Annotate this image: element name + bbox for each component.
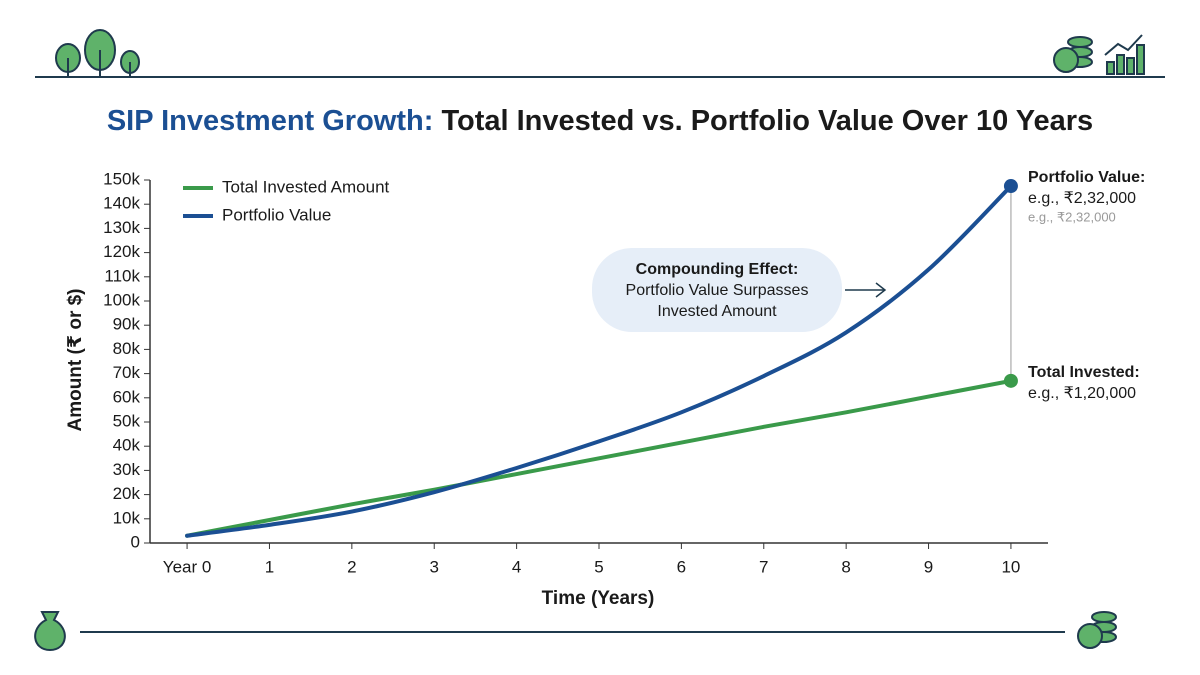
- callout: Compounding Effect: Portfolio Value Surp…: [592, 248, 887, 332]
- x-tick-label: 9: [924, 557, 933, 576]
- growth-icon: [1104, 34, 1145, 75]
- portfolio-annotation-text: e.g., ₹2,32,000: [1028, 190, 1136, 207]
- y-tick-label: 50k: [113, 411, 141, 430]
- legend-label: Portfolio Value: [222, 205, 331, 224]
- callout-text: Invested Amount: [657, 303, 777, 320]
- coins-icon: [1053, 36, 1093, 73]
- y-tick-label: 100k: [103, 290, 140, 309]
- x-tick-label: 7: [759, 557, 768, 576]
- y-tick-label: 60k: [113, 387, 141, 406]
- callout-arrow: [845, 282, 887, 298]
- legend-label: Total Invested Amount: [222, 177, 390, 196]
- y-tick-label: 0: [131, 532, 140, 551]
- series-line: [185, 378, 1013, 538]
- y-tick-label: 10k: [113, 508, 141, 527]
- title-main: Total Invested vs. Portfolio Value Over …: [441, 105, 1093, 137]
- y-tick-label: 90k: [113, 315, 141, 334]
- end-point: [1003, 179, 1018, 194]
- x-axis-label: Time (Years): [542, 588, 655, 609]
- x-tick-label: 5: [594, 557, 603, 576]
- invested-annotation-text: e.g., ₹1,20,000: [1028, 385, 1136, 402]
- x-tick-label: 1: [265, 557, 274, 576]
- x-tick-label: 2: [347, 557, 356, 576]
- y-tick-label: 20k: [113, 484, 141, 503]
- title-lead: SIP Investment Growth:: [107, 105, 434, 137]
- y-tick-label: 130k: [103, 218, 140, 237]
- end-point: [1003, 373, 1018, 388]
- y-tick-label: 30k: [113, 460, 141, 479]
- y-tick-label: 40k: [113, 436, 141, 455]
- y-tick-label: 80k: [113, 339, 141, 358]
- y-tick-label: 70k: [113, 363, 141, 382]
- portfolio-annotation-title: Portfolio Value:: [1028, 169, 1145, 186]
- invested-annotation-title: Total Invested:: [1028, 364, 1140, 381]
- y-axis-label: Amount (₹ or $): [65, 288, 86, 431]
- y-tick-label: 150k: [103, 169, 140, 188]
- y-tick-label: 120k: [103, 242, 140, 261]
- callout-title: Compounding Effect:: [636, 261, 799, 278]
- x-tick-label: 4: [512, 557, 521, 576]
- callout-box: [592, 248, 842, 332]
- trees-icon: [55, 29, 140, 77]
- x-tick-label: Year 0: [163, 557, 212, 576]
- series-line: [185, 184, 1013, 538]
- x-tick-label: 6: [677, 557, 686, 576]
- moneybag-icon: [34, 611, 66, 652]
- callout-text: Portfolio Value Surpasses: [626, 282, 809, 299]
- x-tick-label: 10: [1001, 557, 1020, 576]
- x-tick-label: 3: [429, 557, 438, 576]
- portfolio-annotation-faint: e.g., ₹2,32,000: [1028, 209, 1116, 224]
- x-tick-label: 8: [841, 557, 850, 576]
- y-tick-label: 110k: [104, 266, 140, 285]
- coins-icon-footer: [1077, 611, 1117, 649]
- y-tick-label: 140k: [103, 194, 140, 213]
- chart-title: SIP Investment Growth: Total Invested vs…: [107, 105, 1093, 137]
